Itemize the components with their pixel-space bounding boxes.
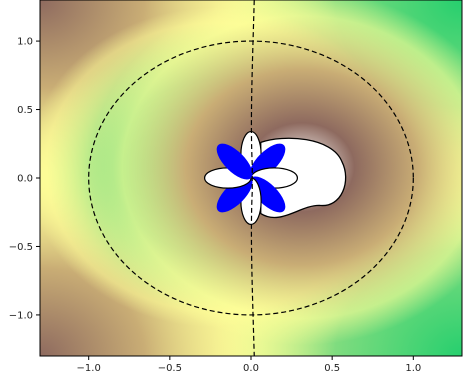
overlay-layer xyxy=(88,0,414,356)
heatmap-field xyxy=(40,0,462,356)
y-tick-label: 1.0 xyxy=(17,37,33,48)
petal-blue xyxy=(216,143,253,180)
x-tick-label: −0.5 xyxy=(158,363,182,374)
x-tick-label: 0.5 xyxy=(324,363,340,374)
y-tick-label: 0.5 xyxy=(17,105,33,116)
petal xyxy=(216,143,253,180)
x-tick-label: −1.0 xyxy=(77,363,101,374)
y-tick-label: −1.0 xyxy=(9,310,33,321)
dashed-vertical-line xyxy=(250,0,255,356)
x-tick-label: 0.0 xyxy=(243,363,259,374)
y-tick-label: 0.0 xyxy=(17,174,33,185)
y-tick-label: −0.5 xyxy=(9,242,33,253)
x-tick-label: 1.0 xyxy=(405,363,421,374)
dashed-circle xyxy=(88,40,414,316)
axes: −1.0 −0.5 0.0 0.5 1.0 −1.0 −0.5 0.0 0.5 1.0 xyxy=(9,37,422,374)
